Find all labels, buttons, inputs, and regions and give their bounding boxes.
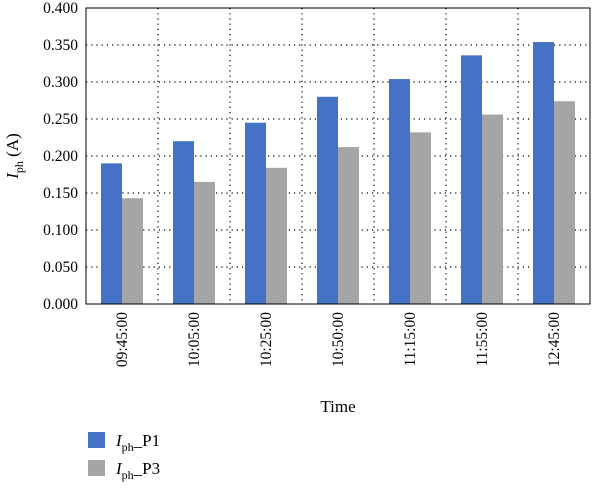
legend-label-p3: Iph_P3 [115, 459, 160, 482]
y-tick-label: 0.150 [43, 185, 78, 202]
bar-p3-100500 [194, 181, 215, 304]
legend-label-p3-suffix: _P3 [133, 459, 160, 478]
bar-p1-115500 [461, 55, 482, 304]
y-tick-label: 0.300 [43, 74, 78, 91]
x-tick-label: 11:55:00 [474, 312, 491, 367]
x-tick-label: 10:50:00 [330, 312, 347, 367]
plot-area-frame [85, 7, 591, 305]
x-tick-label: 12:45:00 [546, 312, 563, 367]
bars [101, 42, 575, 305]
x-tick-labels: 09:45:00 10:05:00 10:25:00 10:50:00 11:15:00… [114, 312, 563, 367]
bar-p3-105000 [338, 147, 359, 304]
x-tick-label: 11:15:00 [402, 312, 419, 367]
y-axis-title-main: I [3, 172, 22, 180]
x-tick-label: 10:25:00 [258, 312, 275, 367]
bar-p3-094500 [122, 198, 143, 304]
legend-label-p1-sub: ph [122, 440, 134, 454]
y-axis-title: Iph (A) [3, 133, 26, 180]
legend-swatch-p3 [88, 460, 105, 476]
y-tick-label: 0.400 [43, 0, 78, 17]
bar-p3-111500 [410, 132, 431, 304]
legend-label-p1-main: I [115, 431, 123, 450]
bar-p1-102500 [245, 122, 266, 304]
legend-label-p1-suffix: _P1 [133, 431, 160, 450]
y-tick-label: 0.000 [43, 296, 78, 313]
y-axis-title-unit: (A) [3, 133, 22, 161]
y-tick-label: 0.250 [43, 111, 78, 128]
y-tick-label: 0.200 [43, 148, 78, 165]
legend-swatch-p1 [88, 432, 105, 448]
bar-p1-124500 [533, 42, 554, 304]
bar-p3-102500 [266, 167, 287, 304]
x-tick-label: 09:45:00 [114, 312, 131, 367]
x-axis-title: Time [320, 397, 355, 416]
bar-p3-124500 [554, 101, 575, 305]
gridlines [86, 8, 590, 304]
legend: Iph_P1 Iph_P3 [88, 431, 160, 482]
bar-p3-115500 [482, 114, 503, 304]
y-tick-labels: 0.000 0.050 0.100 0.150 0.200 0.250 0.300 0.350… [43, 0, 78, 313]
x-tick-label: 10:05:00 [186, 312, 203, 367]
legend-label-p1: Iph_P1 [115, 431, 160, 454]
y-tick-label: 0.100 [43, 222, 78, 239]
bar-p1-111500 [389, 79, 410, 304]
y-axis-title-sub: ph [12, 161, 26, 173]
legend-label-p3-main: I [115, 459, 123, 478]
bar-p1-100500 [173, 141, 194, 304]
y-tick-label: 0.050 [43, 259, 78, 276]
legend-label-p3-sub: ph [122, 468, 134, 482]
bar-p1-094500 [101, 163, 122, 304]
bar-p1-105000 [317, 96, 338, 304]
y-tick-label: 0.350 [43, 37, 78, 54]
